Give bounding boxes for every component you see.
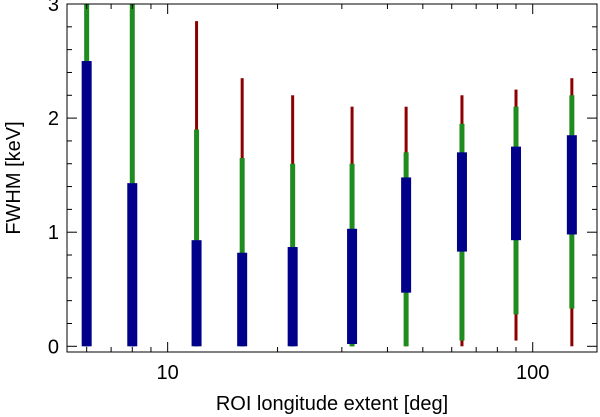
bar-group-9 <box>566 78 577 347</box>
bar-group-8 <box>511 89 522 341</box>
bar-inner-9 <box>566 135 577 235</box>
bar-middle-2 <box>194 129 200 347</box>
bar-middle-1 <box>129 4 135 347</box>
bar-group-2 <box>191 21 202 347</box>
bar-inner-4 <box>287 247 298 347</box>
bar-inner-7 <box>456 152 467 252</box>
bar-group-0 <box>81 4 92 347</box>
bar-group-6 <box>401 106 412 347</box>
bar-group-7 <box>456 95 467 347</box>
bar-middle-3 <box>239 158 245 347</box>
x-axis-label: ROI longitude extent [deg] <box>216 393 448 415</box>
bar-inner-6 <box>401 177 412 293</box>
plot-frame <box>66 3 598 353</box>
y-tick-label: 2 <box>48 108 59 130</box>
bar-inner-0 <box>81 61 92 347</box>
y-tick-label: 0 <box>48 336 59 358</box>
bar-inner-1 <box>127 183 138 347</box>
axis-ticks: 0 1 2 3 10 100 <box>48 0 597 384</box>
y-tick-label: 1 <box>48 222 59 244</box>
bar-groups <box>81 4 577 347</box>
bar-inner-5 <box>347 228 358 345</box>
y-axis-label: FWHM [keV] <box>3 121 25 234</box>
bar-inner-3 <box>237 252 248 347</box>
bar-group-1 <box>127 4 138 347</box>
bar-group-5 <box>347 106 358 347</box>
bar-group-3 <box>237 78 248 347</box>
x-tick-label: 100 <box>516 362 549 384</box>
bar-group-4 <box>287 95 298 347</box>
x-tick-label: 10 <box>157 362 179 384</box>
bar-inner-2 <box>191 240 202 347</box>
y-tick-label: 3 <box>48 0 59 16</box>
bar-inner-8 <box>511 146 522 241</box>
